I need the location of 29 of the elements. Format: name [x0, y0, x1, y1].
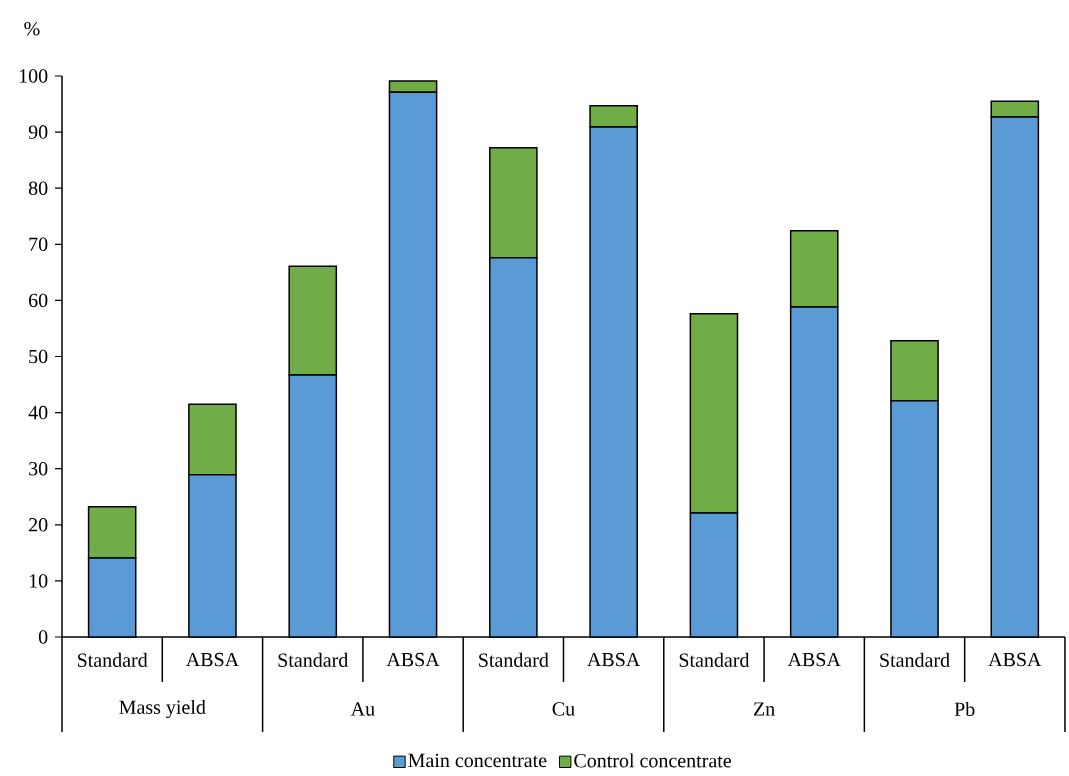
y-tick-label: 60 [29, 293, 48, 308]
x-tick-label: ABSA [787, 652, 841, 667]
x-tick-label: ABSA [185, 652, 239, 667]
x-tick-label: ABSA [587, 652, 641, 667]
y-tick-label: 50 [29, 349, 48, 364]
y-tick-label: 70 [29, 237, 48, 252]
y-tick-label: 90 [28, 125, 48, 139]
text: Au [350, 702, 375, 716]
y-tick-label: 20 [29, 518, 48, 532]
text: Mass yield [119, 699, 206, 719]
x-tick-label: ABSA [386, 652, 440, 667]
x-tick-label: Standard [479, 652, 549, 667]
text: Zn [753, 702, 775, 716]
y-tick-label: 40 [28, 405, 48, 420]
text: Cu [552, 702, 575, 716]
x-tick-label: Standard [278, 652, 349, 667]
legend-label: Control concentrate [574, 753, 731, 768]
x-tick-label: Standard [880, 652, 950, 667]
x-tick-label: Standard [679, 652, 750, 667]
x-tick-label: Standard [77, 652, 148, 667]
y-tick-label: 0 [38, 630, 48, 644]
y-tick-label: 80 [28, 181, 48, 195]
text: Pb [954, 701, 975, 717]
y-axis-title: % [24, 21, 40, 36]
y-tick-label: 30 [29, 461, 48, 476]
y-tick-label: 10 [29, 574, 48, 588]
legend-label: Main concentrate [408, 753, 547, 768]
x-tick-label: ABSA [988, 652, 1042, 667]
y-tick-label: 100 [19, 69, 48, 83]
